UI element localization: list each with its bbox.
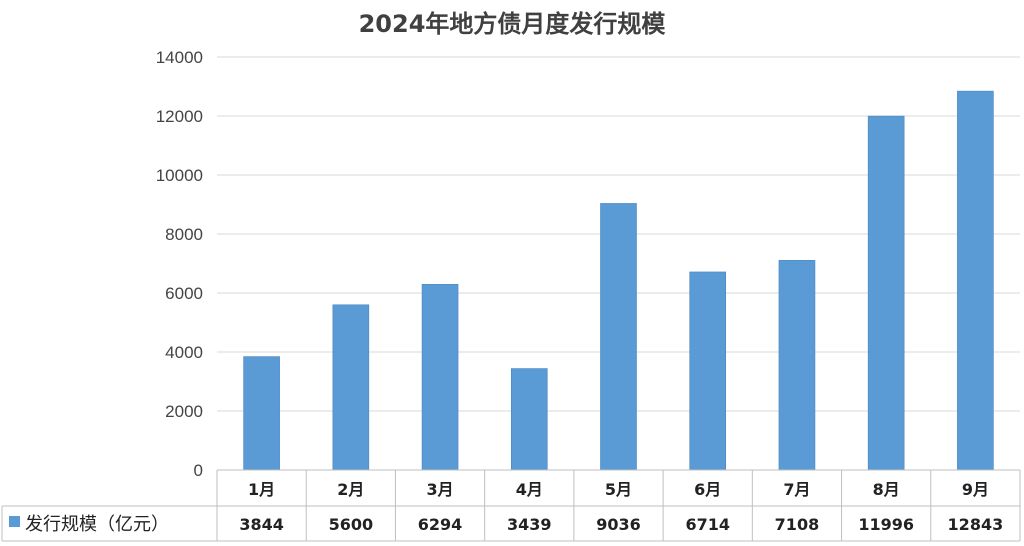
data-label: 3439 — [507, 515, 552, 534]
category-label: 7月 — [783, 480, 810, 499]
y-tick-label: 4000 — [165, 343, 203, 362]
category-label: 2月 — [337, 480, 364, 499]
data-label: 6294 — [418, 515, 463, 534]
chart-title: 2024年地方债月度发行规模 — [358, 10, 666, 38]
legend-swatch — [9, 516, 20, 527]
y-tick-label: 10000 — [156, 166, 203, 185]
bars — [243, 90, 994, 471]
data-label: 12843 — [948, 515, 1004, 534]
bar — [243, 356, 280, 471]
data-table: 1月 3844 2月 5600 3月 6294 4月 3439 5月 9036 6月 6714 7月 71… — [1, 469, 1021, 542]
bar — [600, 203, 637, 471]
category-label: 6月 — [694, 480, 721, 499]
bar — [957, 90, 994, 471]
data-label: 5600 — [329, 515, 374, 534]
y-tick-label: 6000 — [165, 284, 203, 303]
data-label: 9036 — [596, 515, 641, 534]
data-label: 6714 — [685, 515, 730, 534]
y-tick-label: 8000 — [165, 225, 203, 244]
data-label: 7108 — [775, 515, 820, 534]
bar — [778, 260, 816, 471]
legend-label: 发行规模（亿元） — [25, 514, 169, 535]
category-label: 3月 — [426, 480, 453, 499]
y-tick-label: 0 — [194, 461, 203, 480]
category-label: 4月 — [516, 480, 543, 499]
y-tick-label: 2000 — [165, 402, 203, 421]
y-axis: 0 2000 4000 6000 8000 10000 12000 14000 — [156, 48, 203, 480]
bar — [689, 271, 727, 471]
data-label: 11996 — [858, 515, 914, 534]
category-label: 1月 — [248, 480, 275, 499]
data-label: 3844 — [239, 515, 284, 534]
category-label: 5月 — [605, 480, 632, 499]
category-label: 9月 — [962, 480, 989, 499]
category-label: 8月 — [873, 480, 900, 499]
bar — [867, 115, 905, 471]
bar — [421, 284, 459, 471]
bar — [332, 304, 370, 471]
y-tick-label: 14000 — [156, 48, 203, 67]
bar — [510, 368, 548, 471]
y-tick-label: 12000 — [156, 107, 203, 126]
